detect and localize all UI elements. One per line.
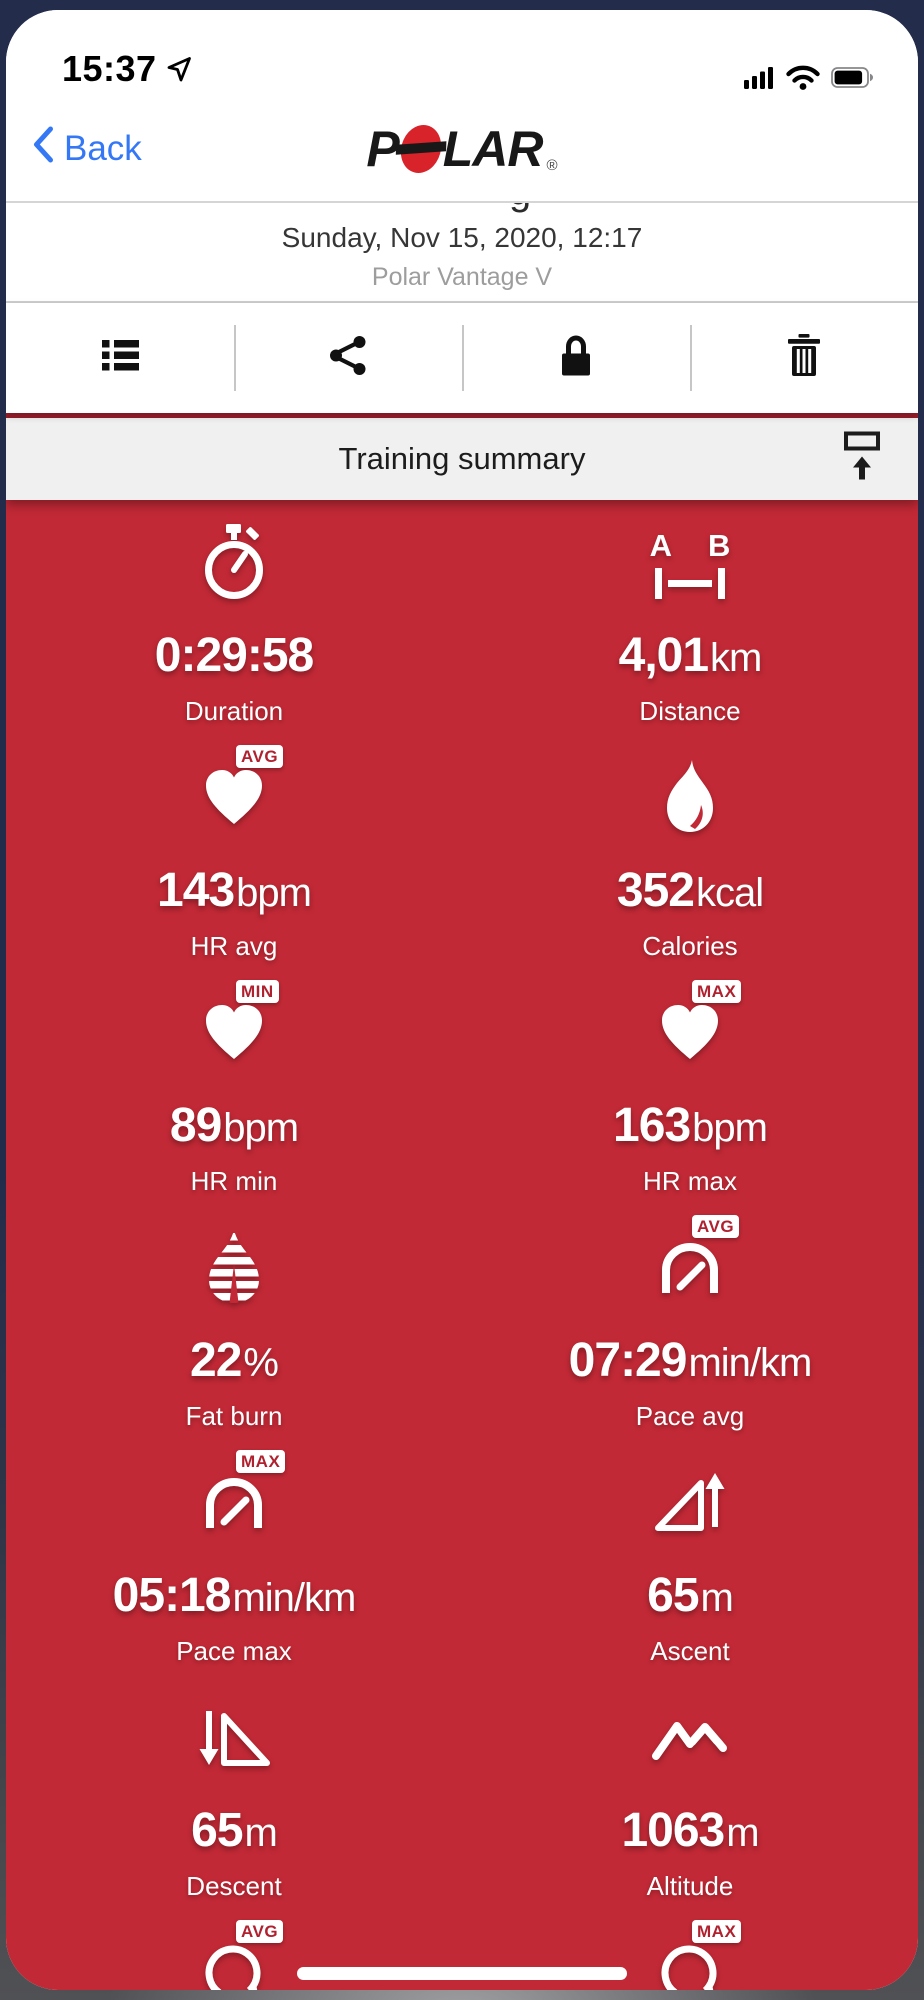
- delete-button[interactable]: [690, 303, 918, 413]
- back-label: Back: [64, 128, 142, 168]
- stat-label: Ascent: [650, 1636, 730, 1666]
- stat-value: 65 m: [647, 1569, 734, 1622]
- fatburn-icon: [206, 1230, 262, 1309]
- cadence-icon: [203, 1939, 265, 1990]
- stat-badge: AVG: [692, 1215, 740, 1238]
- stat-value: 352 kcal: [616, 864, 764, 917]
- stopwatch-icon: [205, 523, 263, 605]
- stat-cadence-avg: AVG: [6, 1910, 462, 1990]
- stat-duration: 0:29:58 Duration: [6, 500, 462, 735]
- list-button[interactable]: [6, 303, 234, 413]
- status-bar: 15:37: [6, 10, 918, 96]
- stat-value: 05:18 min/km: [112, 1569, 357, 1622]
- stat-hr-avg: AVG 143 bpm HR avg: [6, 735, 462, 970]
- chevron-left-icon: [32, 126, 54, 172]
- stat-hr-min: MIN 89 bpm HR min: [6, 970, 462, 1205]
- stat-fat-burn: 22% Fat burn: [6, 1205, 462, 1440]
- gauge-icon: [659, 1237, 721, 1302]
- device-name: Polar Vantage V: [371, 263, 553, 291]
- action-toolbar: [6, 303, 918, 413]
- stat-badge: AVG: [236, 745, 284, 768]
- stat-badge: MIN: [236, 980, 279, 1003]
- stat-badge: MAX: [692, 980, 742, 1003]
- stat-ascent: 65 m Ascent: [462, 1440, 918, 1675]
- logo-red-o-icon: [395, 124, 447, 173]
- stat-value: 65 m: [191, 1804, 278, 1857]
- stat-calories: 352 kcal Calories: [462, 735, 918, 970]
- ascent-icon: [653, 1471, 727, 1538]
- descent-icon: [197, 1706, 271, 1773]
- red-divider: [6, 413, 918, 418]
- phone-screen: 15:37: [6, 10, 918, 1990]
- trash-icon: [787, 334, 821, 382]
- share-button[interactable]: [234, 303, 462, 413]
- registered-mark: ®: [546, 156, 558, 174]
- stat-label: Pace avg: [635, 1401, 745, 1431]
- logo-letters-lar: LAR: [442, 120, 544, 177]
- heart-icon: [659, 1003, 721, 1066]
- heart-icon: [203, 1003, 265, 1066]
- battery-icon: [831, 67, 874, 88]
- cadence-icon: [659, 1939, 721, 1990]
- training-summary-header[interactable]: Training summary: [6, 418, 918, 500]
- activity-date: Sunday, Nov 15, 2020, 12:17: [281, 222, 643, 253]
- stat-value: 163 bpm: [613, 1099, 768, 1152]
- stat-label: Altitude: [646, 1871, 734, 1901]
- lock-button[interactable]: [462, 303, 690, 413]
- stat-label: HR avg: [190, 931, 278, 961]
- stat-altitude: 1063 m Altitude: [462, 1675, 918, 1910]
- nav-bar: Back P LAR ®: [6, 96, 918, 203]
- activity-info: g Sunday, Nov 15, 2020, 12:17 Polar Vant…: [6, 203, 918, 303]
- stat-label: HR max: [643, 1166, 737, 1196]
- back-button[interactable]: Back: [32, 126, 142, 172]
- stat-label: Duration: [184, 696, 284, 726]
- stat-label: Descent: [186, 1871, 282, 1901]
- stat-badge: MAX: [236, 1450, 286, 1473]
- clock: 15:37: [62, 48, 157, 89]
- stat-hr-max: MAX 163 bpm HR max: [462, 970, 918, 1205]
- flame-icon: [664, 759, 716, 839]
- stat-value: 1063 m: [621, 1804, 759, 1857]
- list-icon: [101, 340, 139, 376]
- stat-badge: MAX: [692, 1920, 742, 1943]
- stat-value: 22%: [190, 1334, 279, 1387]
- section-title: Training summary: [338, 441, 586, 476]
- stat-pace-avg: AVG 07:29 min/km Pace avg: [462, 1205, 918, 1440]
- altitude-icon: [651, 1714, 729, 1765]
- stat-label: Fat burn: [185, 1401, 283, 1431]
- stat-value: 89 bpm: [169, 1099, 299, 1152]
- wifi-icon: [786, 65, 820, 90]
- stat-value: 07:29 min/km: [568, 1334, 813, 1387]
- clipped-activity-title: g: [6, 203, 918, 217]
- pin-to-top-icon[interactable]: [842, 431, 882, 488]
- stat-value: 143 bpm: [157, 864, 312, 917]
- signal-strength-icon: [744, 66, 775, 89]
- stat-label: Pace max: [176, 1636, 292, 1666]
- stat-label: HR min: [190, 1166, 278, 1196]
- share-icon: [329, 335, 367, 381]
- home-indicator[interactable]: [297, 1967, 627, 1980]
- location-arrow-icon: [166, 56, 193, 83]
- stat-descent: 65 m Descent: [6, 1675, 462, 1910]
- polar-logo: P LAR ®: [366, 120, 557, 178]
- lock-icon: [559, 334, 593, 382]
- stat-value: 0:29:58: [154, 629, 314, 682]
- stat-value: 4,01 km: [618, 629, 763, 682]
- stat-label: Distance: [639, 696, 741, 726]
- stat-badge: AVG: [236, 1920, 284, 1943]
- logo-letter-p: P: [366, 120, 399, 177]
- stat-pace-max: MAX 05:18 min/km Pace max: [6, 1440, 462, 1675]
- stat-cadence-max: MAX: [462, 1910, 918, 1990]
- gauge-icon: [203, 1472, 265, 1537]
- heart-icon: [203, 768, 265, 831]
- stat-label: Calories: [642, 931, 738, 961]
